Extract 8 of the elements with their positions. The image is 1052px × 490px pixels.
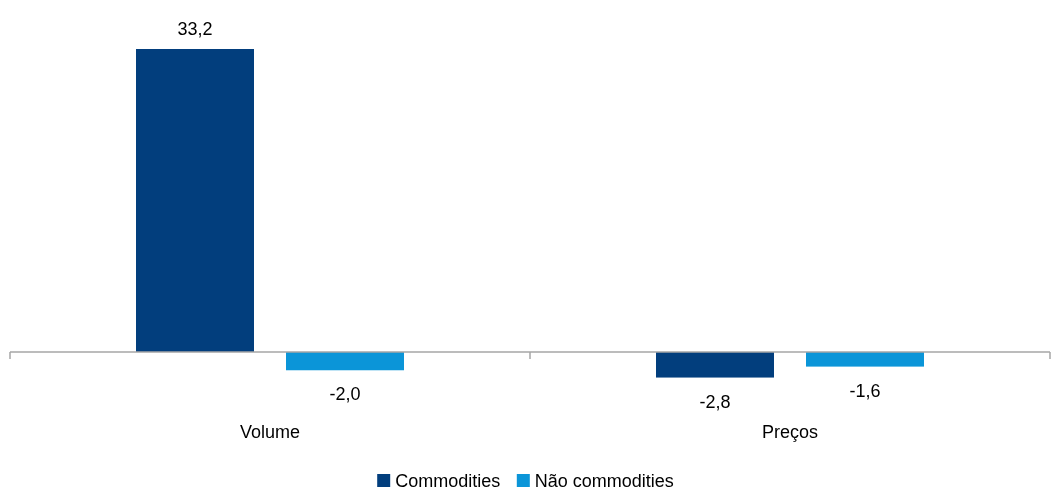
x-tick-label: Volume [239,422,301,442]
data-label: -1,6 [849,380,881,401]
data-label: 33,2 [177,19,213,39]
legend-label: Commodities [395,471,501,490]
data-label: -2,8 [699,391,731,412]
legend-label: Não commodities [534,471,674,490]
data-label: -2,0 [329,384,361,405]
x-tick-label: Preços [761,422,819,442]
